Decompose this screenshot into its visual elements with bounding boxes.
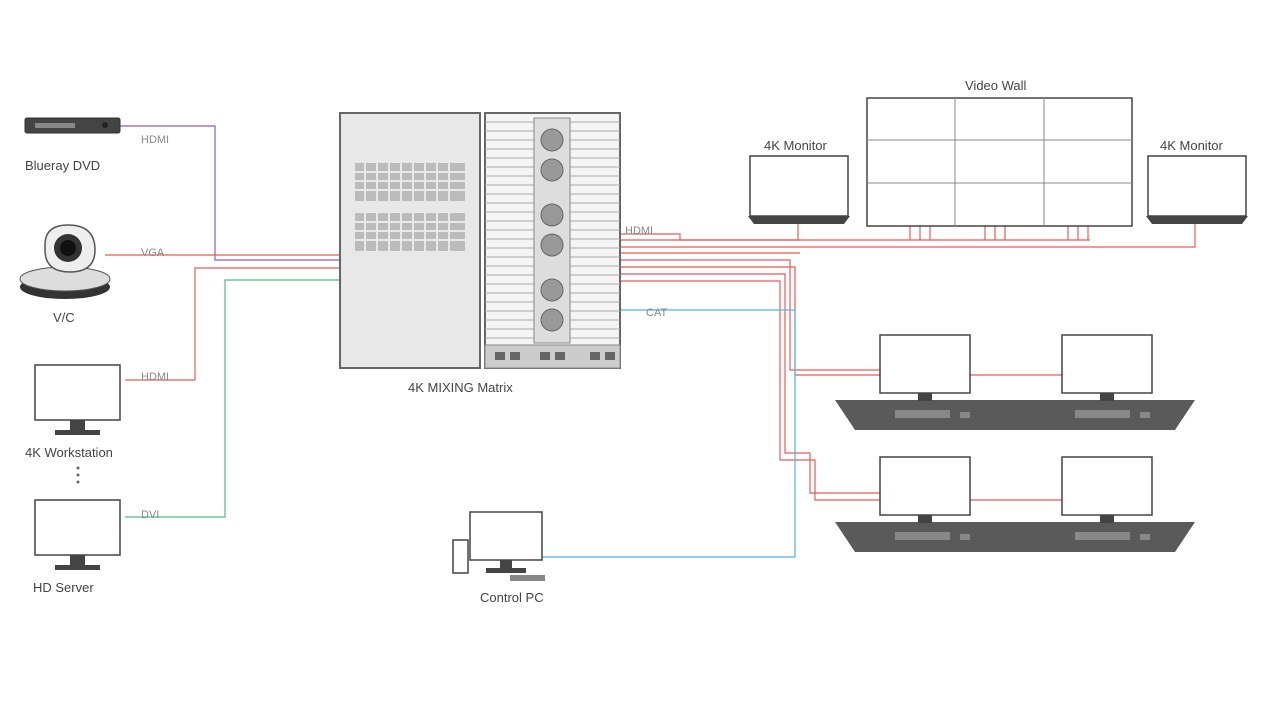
device-hdserver [35, 500, 120, 570]
conn-vc: VGA [141, 247, 164, 259]
conn-hdserver: DVI [141, 509, 159, 521]
desk-lower [835, 457, 1195, 552]
conn-workstation: HDMI [141, 371, 169, 383]
conn-hdmi-out: HDMI [625, 225, 653, 237]
device-workstation [35, 365, 120, 435]
label-videowall: Video Wall [965, 78, 1026, 93]
ellipsis-icon [77, 467, 80, 484]
label-controlpc: Control PC [480, 590, 544, 605]
device-monitor-left [748, 156, 850, 224]
label-workstation: 4K Workstation [25, 445, 113, 460]
line-hdserver-dvi [125, 280, 340, 517]
label-matrix: 4K MIXING Matrix [408, 380, 513, 395]
device-matrix [340, 113, 620, 368]
desk-upper [835, 335, 1195, 430]
conn-bluray: HDMI [141, 134, 169, 146]
line-out-hdmi-6 [620, 281, 1108, 505]
device-bluray [25, 118, 120, 133]
label-monitor-left: 4K Monitor [764, 138, 827, 153]
label-vc: V/C [53, 310, 75, 325]
label-hdserver: HD Server [33, 580, 94, 595]
device-videowall [867, 98, 1132, 226]
line-bluray-hdmi [120, 126, 340, 260]
conn-cat-out: CAT [646, 307, 667, 319]
device-monitor-right [1146, 156, 1248, 224]
line-out-hdmi-4 [620, 267, 1108, 380]
device-controlpc [453, 512, 545, 581]
label-bluray: Blueray DVD [25, 158, 100, 173]
device-vc-camera [20, 225, 110, 299]
line-workstation-hdmi [125, 268, 340, 380]
label-monitor-right: 4K Monitor [1160, 138, 1223, 153]
